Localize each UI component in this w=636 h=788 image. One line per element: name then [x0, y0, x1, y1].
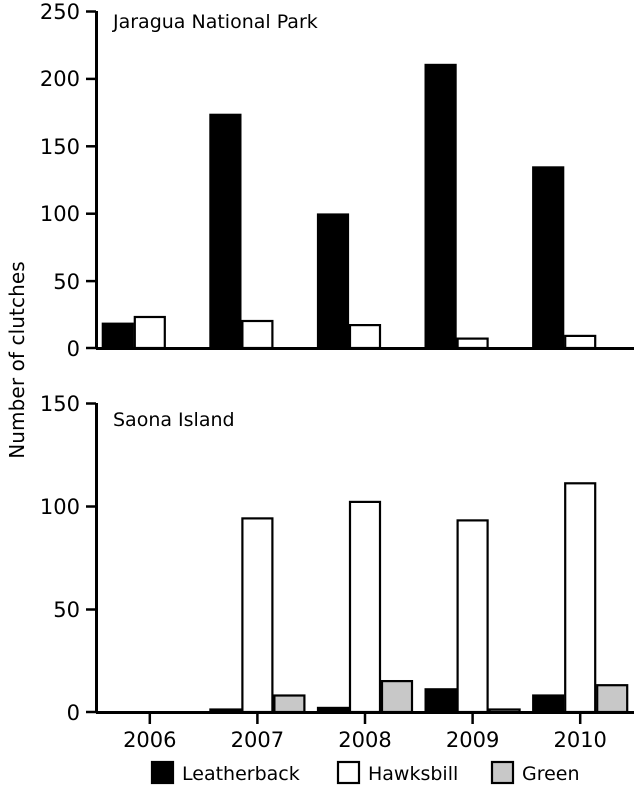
y-tick-label: 0	[67, 337, 80, 361]
bar	[564, 482, 597, 714]
y-tick-label: 250	[40, 0, 80, 24]
bottom-panel-y-tick-labels: 150 100 50 0	[40, 392, 80, 725]
x-tick-label: 2007	[231, 728, 284, 752]
bar	[133, 315, 166, 350]
legend: Leatherback Hawksbill Green	[150, 760, 580, 785]
bar	[532, 166, 565, 350]
x-tick-label: 2010	[553, 728, 606, 752]
bar	[241, 517, 274, 714]
y-tick-label: 150	[40, 135, 80, 159]
bar	[488, 708, 521, 714]
bar	[564, 334, 597, 350]
x-tick-label: 2009	[446, 728, 499, 752]
y-tick-label: 50	[53, 598, 80, 622]
bar	[380, 679, 414, 714]
bar	[273, 694, 306, 714]
top-panel-y-ticks	[86, 10, 96, 350]
bar	[316, 706, 350, 714]
x-axis-ticks	[148, 713, 582, 724]
x-tick-label: 2006	[123, 728, 176, 752]
y-tick-label: 100	[40, 202, 80, 226]
y-tick-label: 50	[53, 270, 80, 294]
bottom-panel: 150 100 50 0 Saona Island 2006 2007 2008 20…	[40, 392, 634, 752]
bar	[209, 708, 242, 714]
bottom-panel-y-ticks	[86, 402, 96, 714]
top-panel-y-tick-labels: 250 200 150 100 50 0	[40, 0, 80, 361]
legend-swatch	[490, 760, 515, 785]
legend-swatch	[336, 760, 361, 785]
y-tick-label: 200	[40, 67, 80, 91]
top-panel-bars	[101, 63, 597, 350]
bar	[348, 324, 382, 350]
bar	[209, 113, 242, 350]
bottom-panel-title: Saona Island	[113, 409, 235, 431]
bar	[348, 500, 382, 714]
bar	[596, 684, 629, 714]
legend-label: Green	[522, 763, 580, 785]
y-tick-label: 0	[67, 701, 80, 725]
legend-label: Hawksbill	[368, 763, 458, 785]
bar	[316, 213, 350, 350]
y-tick-label: 150	[40, 392, 80, 416]
bar	[424, 688, 457, 714]
top-panel: 250 200 150 100 50 0 Jaragua National Pa…	[40, 0, 634, 361]
bar	[456, 337, 489, 350]
bar	[101, 322, 134, 350]
legend-label: Leatherback	[182, 763, 300, 785]
y-tick-label: 100	[40, 495, 80, 519]
bar	[424, 63, 457, 350]
legend-swatch	[150, 760, 175, 785]
bar	[532, 694, 565, 714]
bar	[241, 319, 274, 350]
bar	[456, 519, 489, 714]
x-tick-label: 2008	[338, 728, 391, 752]
top-panel-title: Jaragua National Park	[112, 11, 318, 33]
bottom-panel-bars	[209, 482, 629, 714]
x-axis-tick-labels: 2006 2007 2008 2009 2010	[123, 728, 607, 752]
